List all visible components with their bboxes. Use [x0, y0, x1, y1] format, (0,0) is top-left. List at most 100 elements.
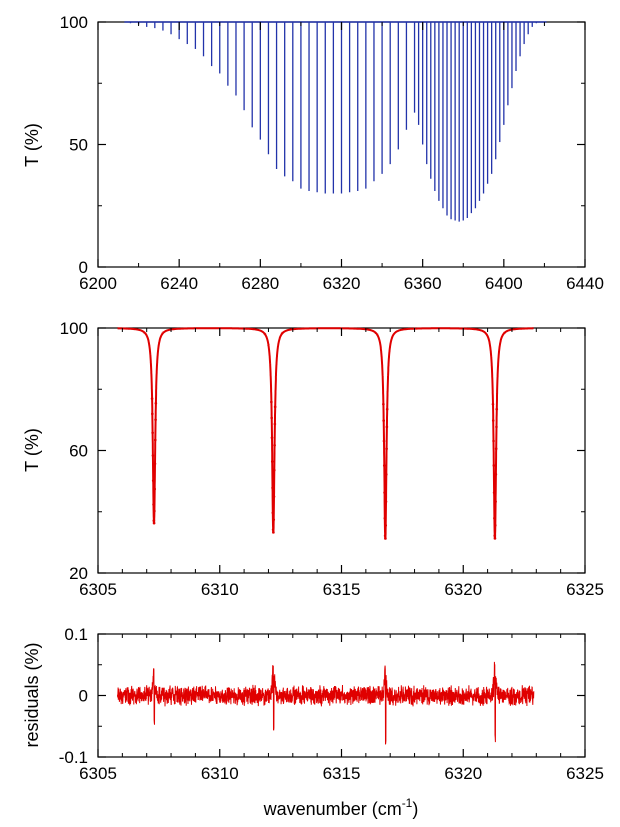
data-point: [151, 431, 154, 435]
data-point: [270, 460, 274, 463]
data-point: [150, 397, 154, 400]
data-point: [154, 418, 157, 422]
y-tick-label: 0: [79, 687, 88, 706]
data-point: [492, 464, 496, 467]
data-point: [385, 407, 389, 411]
data-point: [154, 402, 158, 405]
stick-spectrum-group: [124, 21, 547, 222]
data-point: [273, 405, 277, 409]
x-tick-label: 6315: [323, 580, 361, 599]
x-axis-title-end: ): [412, 799, 418, 819]
data-point: [270, 416, 273, 420]
data-point: [382, 419, 385, 422]
data-point: [271, 511, 275, 515]
x-tick-label: 6310: [201, 764, 239, 783]
data-point: [493, 516, 496, 520]
panel-middle: 6305 6310 6315 6320 6325 20 60 100 T (%): [22, 319, 604, 599]
data-point: [384, 524, 388, 527]
residuals-line: [117, 661, 535, 745]
x-tick-label: 6325: [566, 764, 604, 783]
y-tick-label: 100: [60, 13, 88, 32]
transmission-line-middle: [117, 327, 534, 540]
data-point: [492, 439, 495, 443]
data-point: [270, 400, 273, 404]
data-point: [151, 454, 155, 457]
x-tick-label: 6320: [323, 274, 361, 293]
y-tick-label: 20: [69, 564, 88, 583]
data-point: [273, 443, 276, 447]
data-point: [272, 531, 275, 534]
x-tick-label: 6320: [444, 764, 482, 783]
x-tick-label: 6280: [241, 274, 279, 293]
data-point: [491, 402, 495, 406]
data-point: [385, 447, 388, 451]
x-tick-label: 6305: [79, 764, 117, 783]
data-point: [382, 439, 386, 443]
data-point: [153, 487, 156, 491]
data-point: [272, 495, 276, 498]
data-point: [492, 491, 496, 494]
y-axis-title-bottom: residuals (%): [22, 642, 42, 747]
x-tick-label: 6200: [79, 274, 117, 293]
data-point: [382, 402, 385, 406]
x-tick-label: 6325: [566, 580, 604, 599]
x-tick-label: 6360: [404, 274, 442, 293]
x-tick-label: 6320: [444, 580, 482, 599]
axes-top: 6200 6240 6280 6320 6360 6400 6440 0 50 100: [60, 13, 604, 293]
data-point: [272, 468, 276, 472]
data-point: [152, 521, 156, 525]
y-tick-label: 0: [79, 258, 88, 277]
data-point: [153, 509, 156, 513]
data-point: [384, 500, 388, 503]
data-point: [271, 486, 274, 490]
y-axis-title-middle: T (%): [22, 428, 42, 472]
data-point: [382, 464, 386, 467]
data-point: [494, 500, 497, 503]
y-tick-label: 50: [69, 136, 88, 155]
x-axis-title-main: wavenumber (cm: [263, 799, 402, 819]
y-tick-label: 100: [60, 319, 88, 338]
data-point: [383, 534, 387, 538]
data-point: [384, 537, 387, 540]
x-tick-label: 6240: [160, 274, 198, 293]
data-point: [493, 524, 497, 527]
data-point: [153, 462, 157, 466]
data-point: [270, 436, 274, 440]
data-point: [151, 412, 154, 416]
plot-frame-middle: [97, 327, 586, 574]
data-point: [271, 528, 275, 531]
data-point: [494, 473, 498, 476]
data-point: [493, 537, 497, 540]
axes-middle: 6305 6310 6315 6320 6325 20 60 100: [60, 319, 604, 599]
data-point: [491, 419, 495, 422]
x-tick-label: 6310: [201, 580, 239, 599]
data-point: [493, 534, 497, 537]
y-tick-label: 60: [69, 442, 88, 461]
x-axis-title: wavenumber (cm-1): [263, 796, 419, 819]
x-axis-title-sup: -1: [402, 796, 413, 810]
data-point: [153, 438, 157, 442]
y-tick-label: -0.1: [59, 748, 88, 767]
x-tick-label: 6400: [485, 274, 523, 293]
data-point: [151, 479, 155, 482]
data-points-middle: [150, 397, 499, 540]
data-point: [494, 447, 498, 451]
x-tick-label: 6440: [566, 274, 604, 293]
data-point: [495, 425, 498, 429]
y-tick-label: 0.1: [64, 625, 88, 644]
data-point: [383, 516, 387, 520]
y-axis-title-top: T (%): [22, 123, 42, 167]
data-point: [152, 519, 156, 522]
x-tick-label: 6305: [79, 580, 117, 599]
data-point: [385, 473, 388, 476]
data-point: [152, 503, 155, 506]
panel-top: 6200 6240 6280 6320 6360 6400 6440 0 50 100 T (%): [22, 13, 604, 293]
data-point: [273, 422, 277, 426]
data-point: [272, 518, 276, 521]
panel-bottom: 6305 6310 6315 6320 6325 0.1 0 -0.1 residuals (…: [22, 625, 604, 819]
data-point: [385, 425, 389, 429]
data-point: [495, 407, 499, 411]
data-point: [383, 491, 386, 494]
axes-bottom: 6305 6310 6315 6320 6325 0.1 0 -0.1: [59, 625, 604, 783]
